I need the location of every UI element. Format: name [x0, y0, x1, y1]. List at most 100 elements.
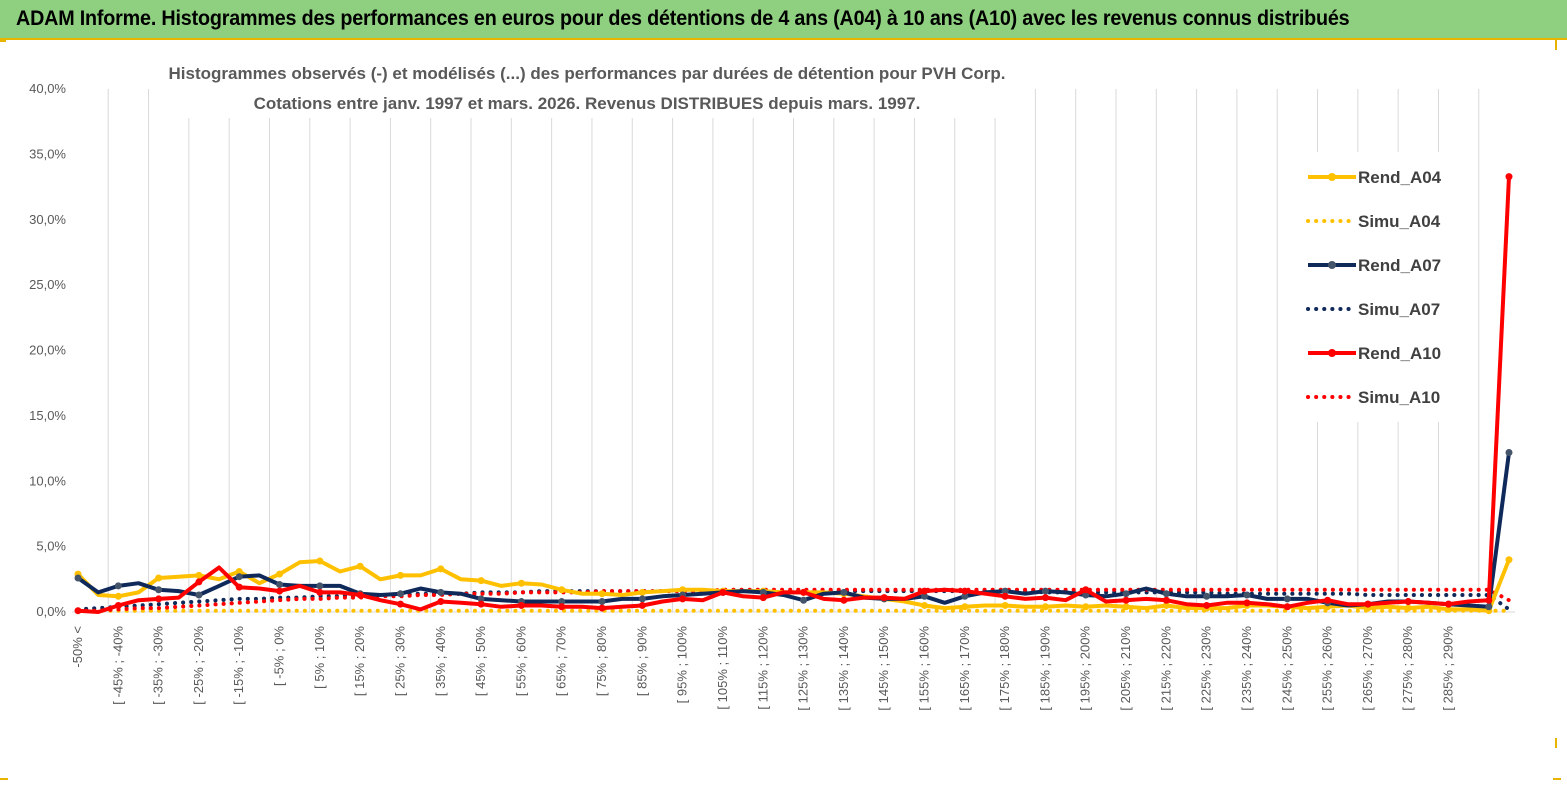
data-point — [1283, 603, 1291, 611]
x-tick-label: [ 165% ; 170% — [957, 626, 972, 711]
x-tick-label: [ 195% ; 200% — [1078, 626, 1093, 711]
x-tick-label: [ 105% ; 110% — [715, 626, 730, 710]
legend-item-Simu_A04: Simu_A04 — [1306, 212, 1441, 231]
legend-label: Simu_A10 — [1358, 388, 1440, 407]
data-point — [316, 582, 324, 590]
data-point — [195, 578, 203, 586]
data-point — [155, 574, 163, 582]
data-point — [1162, 590, 1170, 598]
x-tick-label: [ 115% ; 120% — [755, 626, 770, 710]
data-point — [437, 565, 445, 573]
chart-title-line2: Cotations entre janv. 1997 et mars. 2026… — [254, 94, 921, 113]
x-tick-label: [ 15% ; 20% — [352, 626, 367, 697]
x-tick-label: [ 35% ; 40% — [433, 626, 448, 697]
legend-item-Rend_A04: Rend_A04 — [1308, 168, 1442, 187]
x-tick-label: [ 225% ; 230% — [1199, 626, 1214, 711]
frame-corner-bottom-left — [0, 778, 8, 780]
x-tick-label: [ 5% ; 10% — [312, 626, 327, 689]
data-point — [1505, 173, 1513, 181]
report-title: ADAM Informe. Histogrammes des performan… — [16, 7, 1350, 30]
data-point — [638, 595, 646, 603]
data-point — [719, 588, 727, 596]
x-tick-label: [ -15% ; -10% — [231, 626, 246, 705]
data-point — [1041, 594, 1049, 602]
legend-label: Rend_A07 — [1358, 256, 1441, 275]
chart-title-background — [152, 60, 1022, 118]
data-point — [759, 594, 767, 602]
data-point — [880, 594, 888, 602]
data-point — [1404, 598, 1412, 606]
series-Rend_A10 — [74, 173, 1513, 615]
frame-corner-bottom-right — [1555, 738, 1557, 748]
data-point — [1041, 587, 1049, 595]
data-point — [1243, 599, 1251, 607]
data-point — [74, 607, 82, 615]
data-point — [1001, 601, 1009, 609]
data-point — [1364, 600, 1372, 608]
x-tick-label: [ -5% ; 0% — [272, 626, 287, 686]
performance-histogram-chart: 0,0% 5,0% 10,0% 15,0% 20,0% 25,0% 30,0% 35,0% 40… — [29, 60, 1515, 711]
legend-marker — [1328, 173, 1336, 181]
data-point — [477, 577, 485, 585]
vertical-gridlines — [107, 89, 1480, 612]
x-tick-label: [ 95% ; 100% — [675, 626, 690, 704]
data-point — [1162, 596, 1170, 604]
data-point — [1041, 603, 1049, 611]
legend-marker — [1328, 349, 1336, 357]
legend-item-Rend_A10: Rend_A10 — [1308, 344, 1441, 363]
y-tick-label: 40,0% — [29, 81, 66, 96]
chart-title-line1: Histogrammes observés (-) et modélisés (… — [169, 64, 1006, 83]
legend-item-Rend_A07: Rend_A07 — [1308, 256, 1441, 275]
frame-corner-top-left — [0, 40, 6, 42]
x-tick-label: [ 145% ; 150% — [876, 626, 891, 711]
data-point — [921, 592, 929, 600]
data-point — [517, 601, 525, 609]
legend-item-Simu_A07: Simu_A07 — [1306, 300, 1440, 319]
data-point — [356, 562, 364, 570]
x-tick-label: [ 205% ; 210% — [1118, 626, 1133, 711]
data-point — [598, 598, 606, 606]
data-point — [1122, 590, 1130, 598]
data-point — [195, 591, 203, 599]
data-point — [558, 603, 566, 611]
x-tick-label: [ 255% ; 260% — [1320, 626, 1335, 711]
data-point — [1485, 603, 1493, 611]
report-banner: ADAM Informe. Histogrammes des performan… — [0, 0, 1567, 40]
data-point — [1001, 587, 1009, 595]
data-point — [558, 598, 566, 606]
data-point — [1404, 604, 1412, 612]
data-point — [276, 587, 284, 595]
data-point — [1243, 591, 1251, 599]
data-point — [921, 601, 929, 609]
x-axis: -50% < [ -45% ; -40% [ -35% ; -30% [ -25% ;… — [70, 626, 1456, 711]
legend-label: Rend_A10 — [1358, 344, 1441, 363]
x-tick-label: -50% < — [70, 626, 85, 668]
x-tick-label: [ 245% ; 250% — [1279, 626, 1294, 711]
x-tick-label: [ 215% ; 220% — [1158, 626, 1173, 711]
series-Rend_A07 — [74, 448, 1513, 611]
data-point — [1445, 605, 1453, 613]
data-point — [477, 600, 485, 608]
data-point — [1122, 596, 1130, 604]
x-tick-label: [ 55% ; 60% — [513, 626, 528, 697]
x-tick-label: [ 285% ; 290% — [1441, 626, 1456, 711]
data-point — [800, 588, 808, 596]
data-point — [477, 595, 485, 603]
y-tick-label: 0,0% — [36, 604, 66, 619]
data-point — [195, 571, 203, 579]
data-point — [800, 596, 808, 604]
data-point — [679, 586, 687, 594]
data-point — [1122, 603, 1130, 611]
legend-label: Simu_A07 — [1358, 300, 1440, 319]
x-tick-label: [ 25% ; 30% — [392, 626, 407, 697]
x-tick-label: [ -35% ; -30% — [151, 626, 166, 705]
data-point — [1324, 596, 1332, 604]
data-point — [155, 595, 163, 603]
data-point — [961, 603, 969, 611]
data-point — [356, 591, 364, 599]
frame-corner-top-right — [1555, 40, 1557, 50]
data-point — [517, 579, 525, 587]
data-point — [396, 600, 404, 608]
data-point — [1505, 556, 1513, 564]
y-axis: 0,0% 5,0% 10,0% 15,0% 20,0% 25,0% 30,0% 35,0% 40… — [29, 81, 1515, 619]
